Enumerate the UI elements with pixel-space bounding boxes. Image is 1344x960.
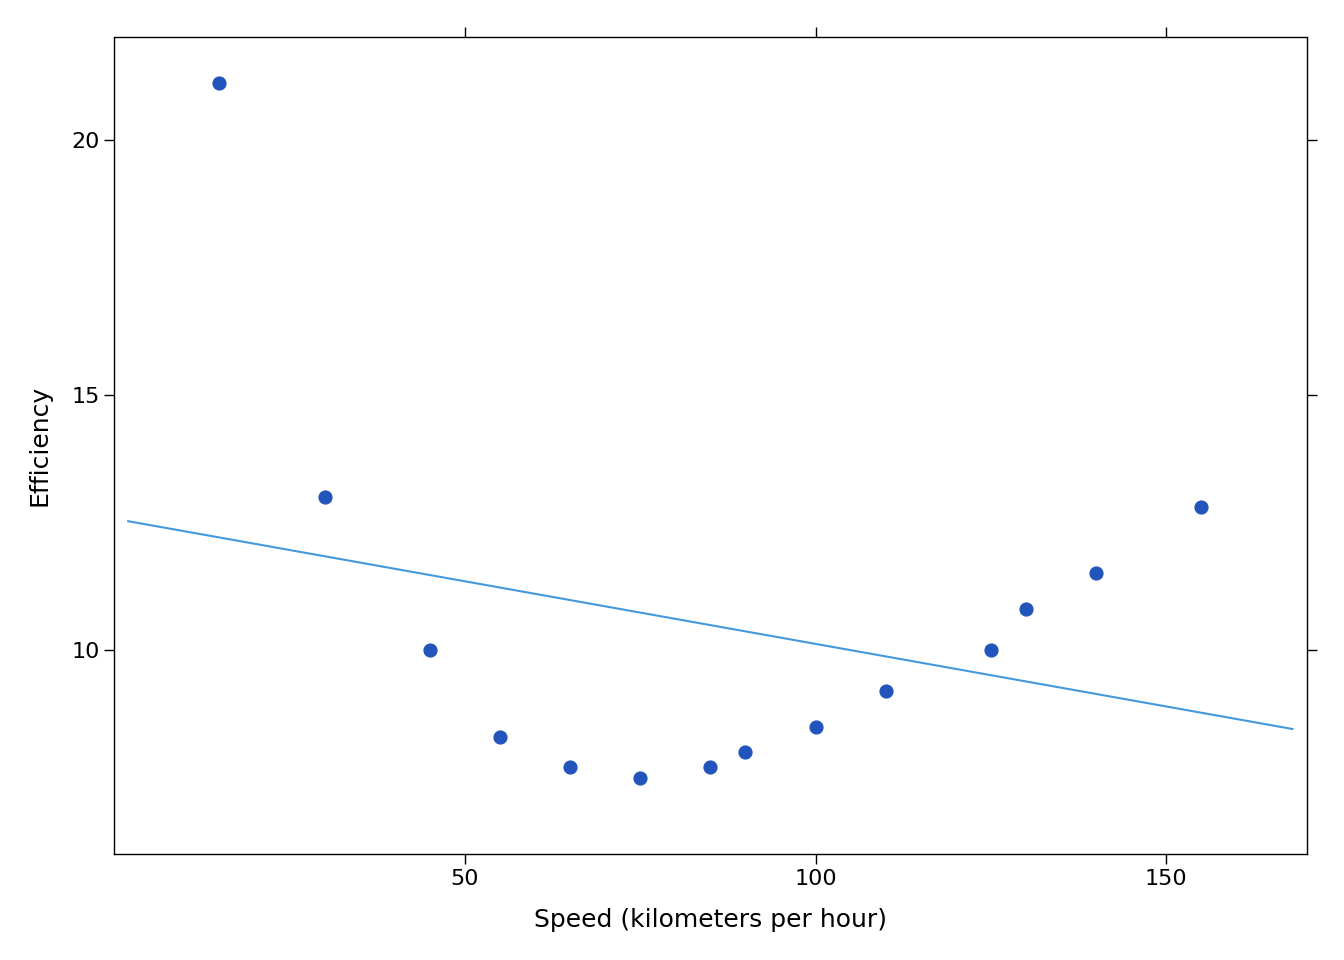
X-axis label: Speed (kilometers per hour): Speed (kilometers per hour) [534,908,887,932]
Point [1015,602,1036,617]
Point [700,759,722,775]
Point [805,719,827,734]
Point [208,76,230,91]
Point [1191,499,1212,515]
Point [1086,565,1107,581]
Point [559,759,581,775]
Point [980,642,1001,658]
Point [629,770,650,785]
Point [419,642,441,658]
Y-axis label: Efficiency: Efficiency [28,385,52,507]
Point [735,744,757,759]
Point [314,490,336,505]
Point [489,729,511,744]
Point [875,684,896,699]
